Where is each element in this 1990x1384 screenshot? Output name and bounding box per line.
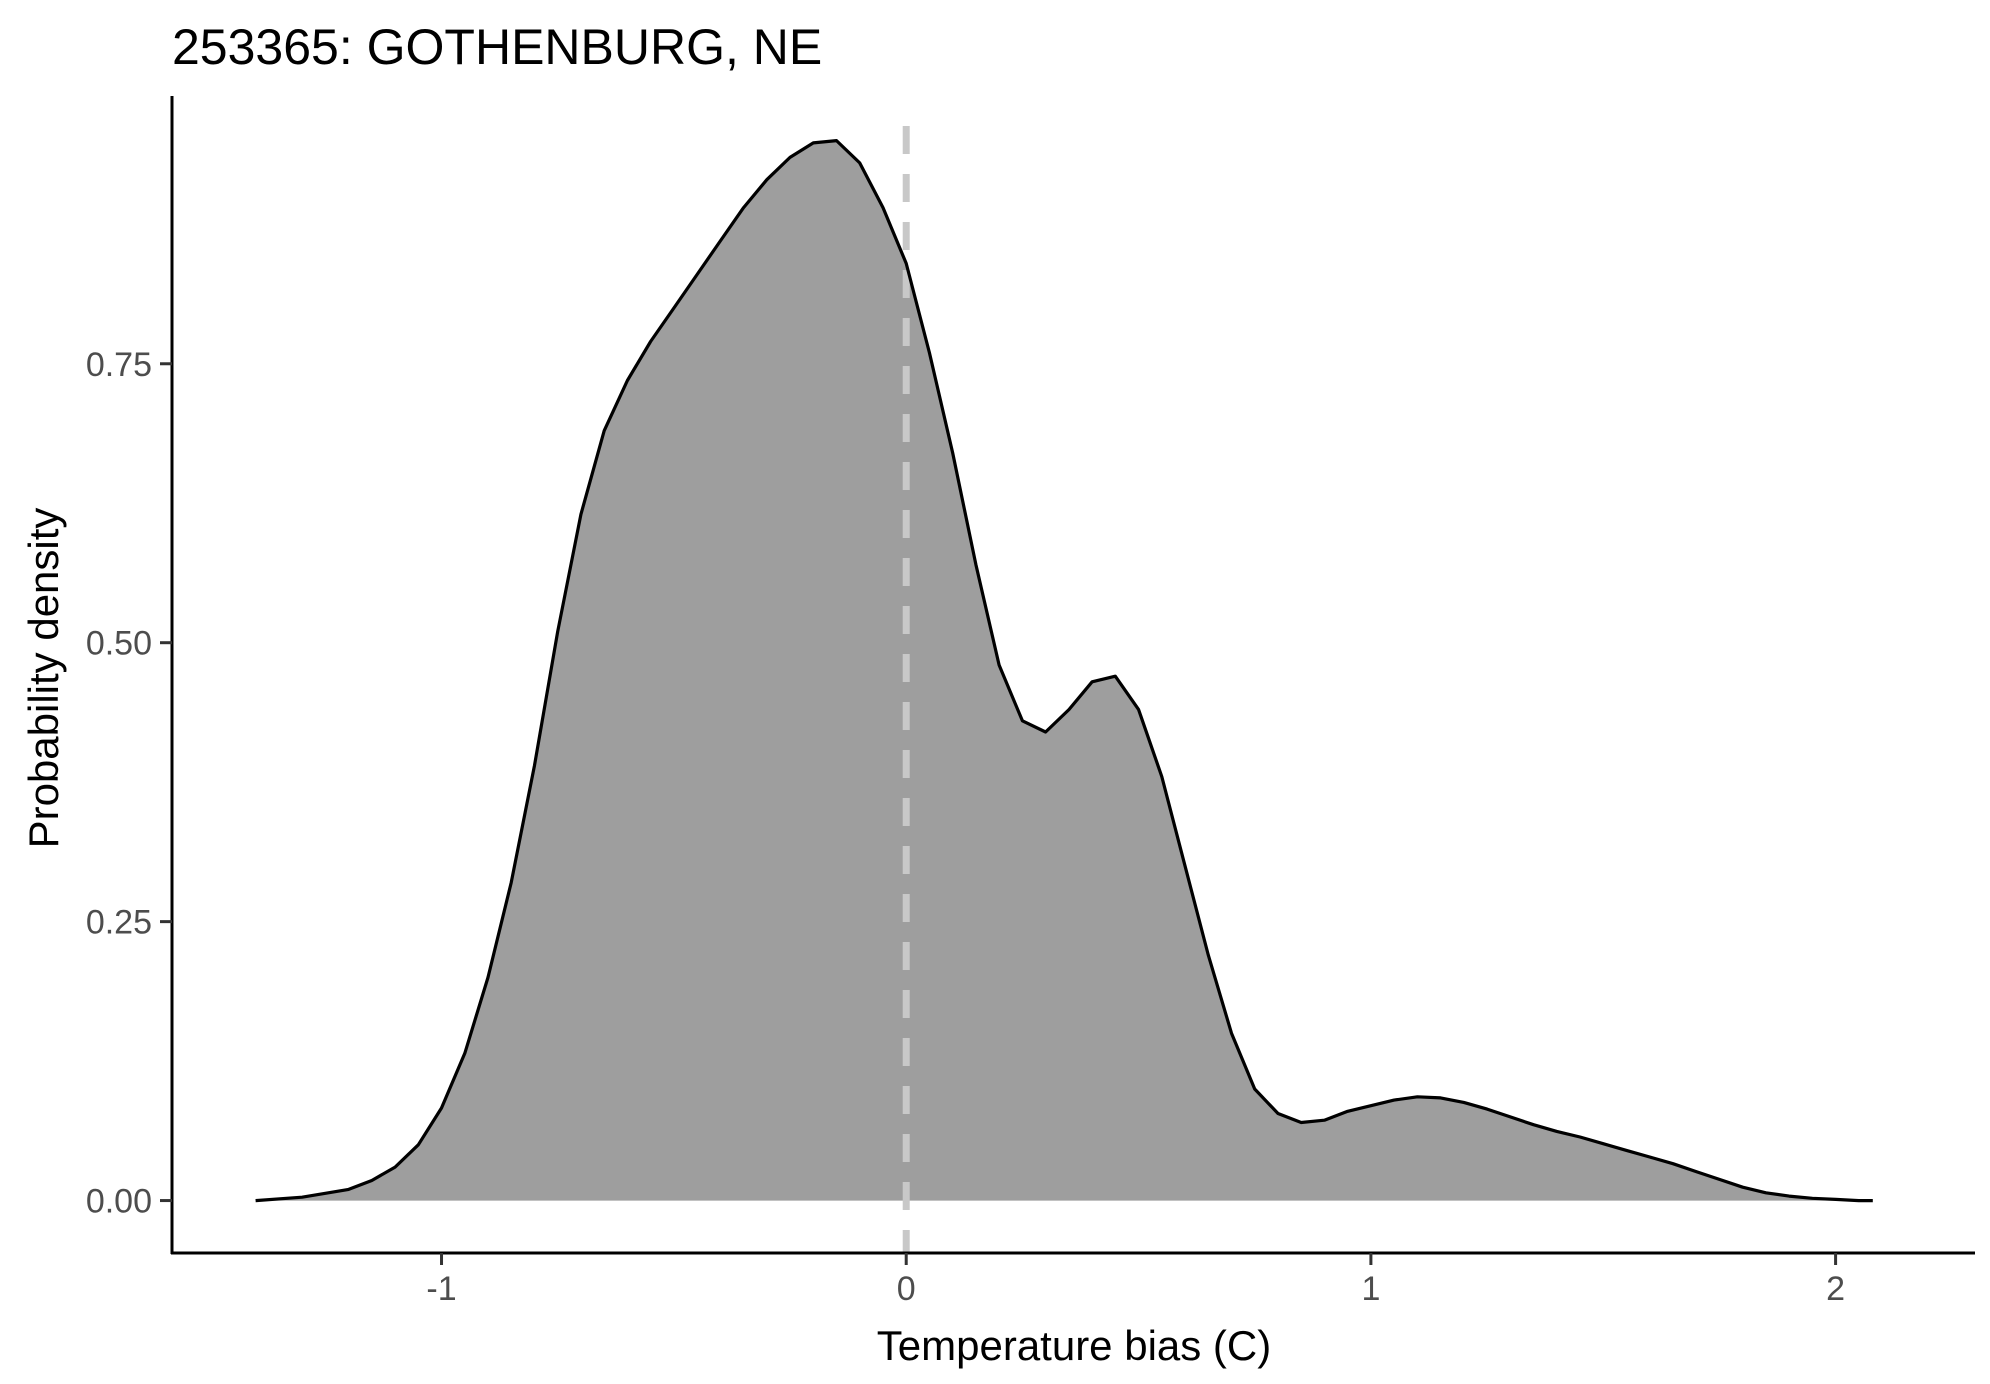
axes: -1 0 1 2 0.00 0.25 0.50 0.75 bbox=[86, 96, 1975, 1308]
density-curve-0 bbox=[255, 139, 1873, 1203]
x-tick-label: -1 bbox=[426, 1270, 456, 1308]
x-tick-label: 0 bbox=[897, 1270, 916, 1308]
y-tick-label: 0.00 bbox=[86, 1183, 152, 1221]
y-tick-label: 0.25 bbox=[86, 904, 152, 942]
x-tick-label: 2 bbox=[1826, 1270, 1845, 1308]
density-area-0 bbox=[255, 140, 1873, 1201]
y-axis-title: Probability density bbox=[20, 508, 67, 849]
plot-area bbox=[255, 126, 1873, 1253]
x-tick-label: 1 bbox=[1361, 1270, 1380, 1308]
y-tick-label: 0.75 bbox=[86, 346, 152, 384]
y-tick-label: 0.50 bbox=[86, 625, 152, 663]
chart-title: 253365: GOTHENBURG, NE bbox=[172, 19, 822, 75]
x-axis-title: Temperature bias (C) bbox=[877, 1322, 1271, 1369]
